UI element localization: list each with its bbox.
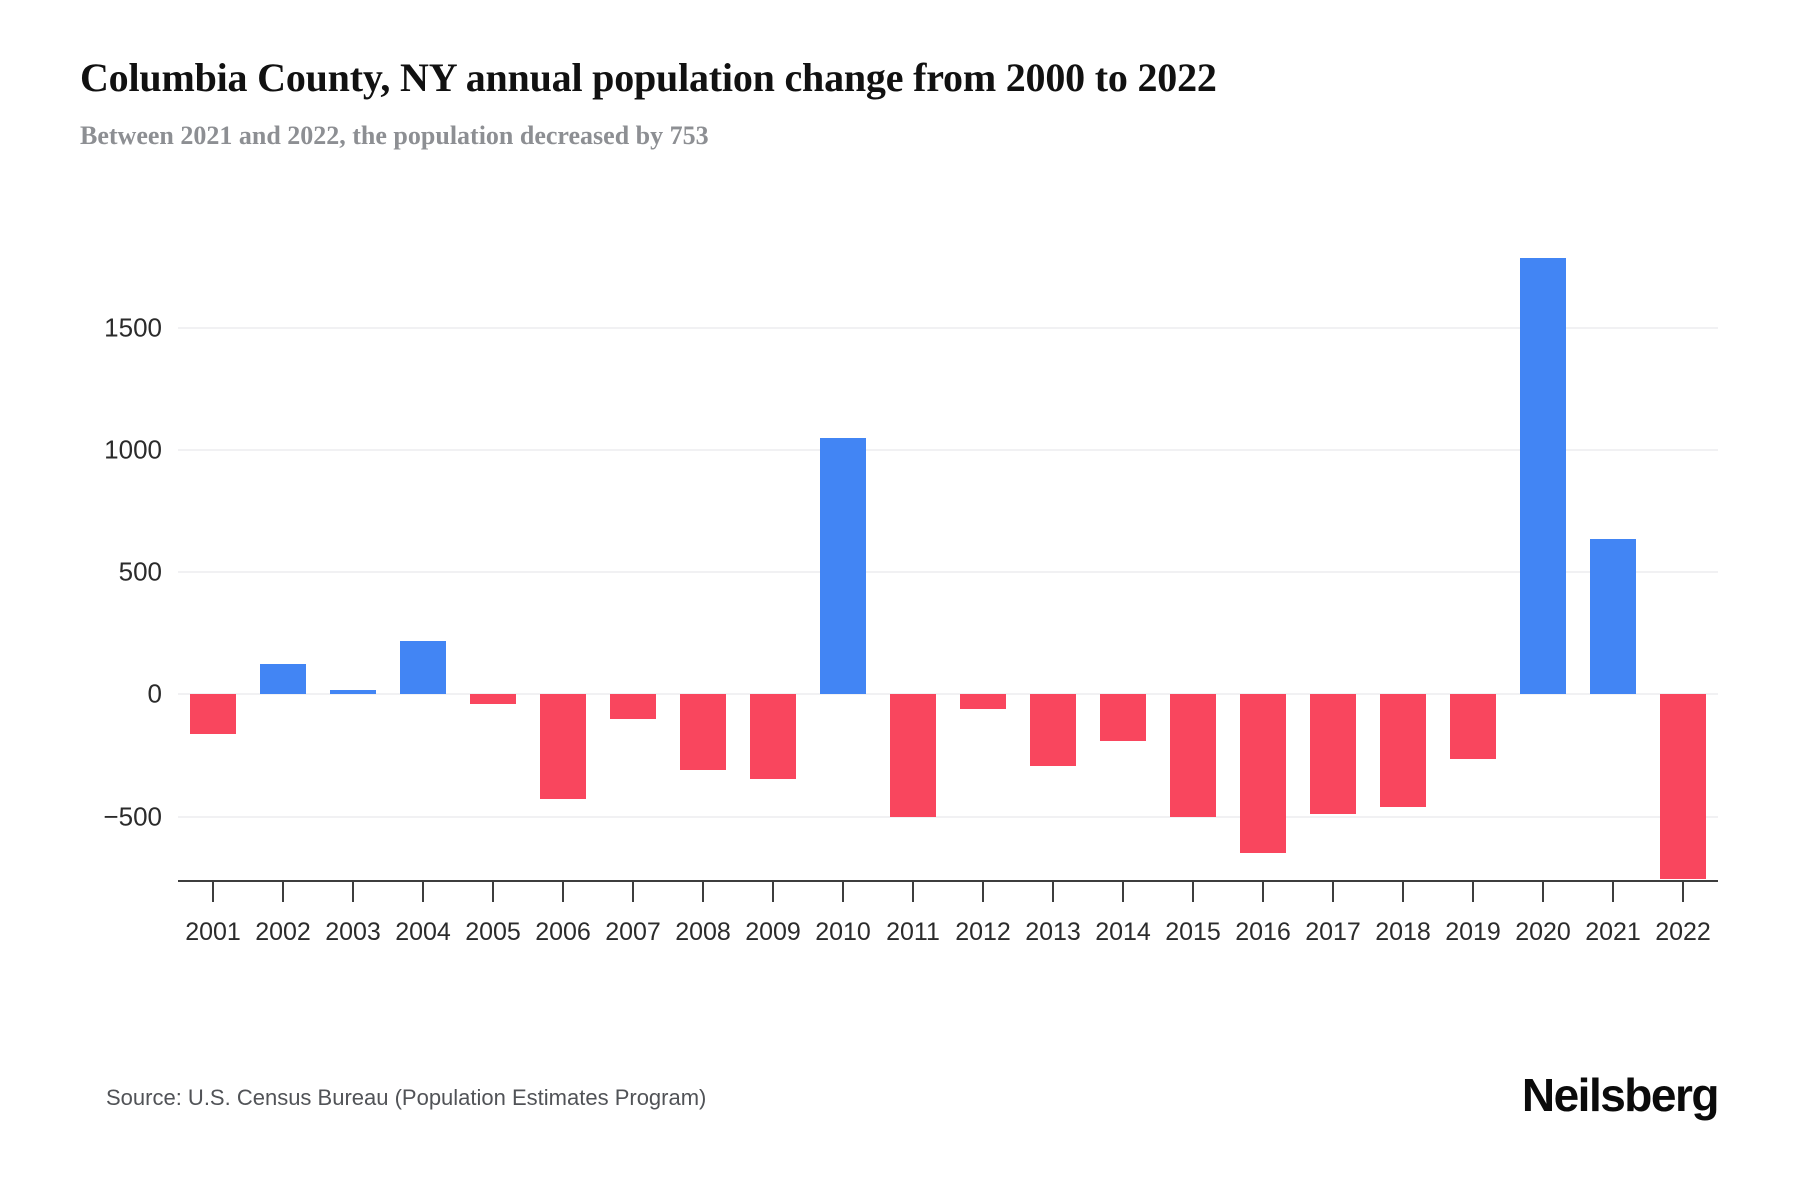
- bar-2016[interactable]: [1240, 694, 1286, 853]
- bar-2009[interactable]: [750, 694, 796, 780]
- source-note: Source: U.S. Census Bureau (Population E…: [106, 1085, 707, 1110]
- x-tick-mark-2008: [702, 882, 704, 902]
- x-tick-mark-2013: [1052, 882, 1054, 902]
- bar-2010[interactable]: [820, 437, 866, 695]
- bar-2013[interactable]: [1030, 694, 1076, 767]
- bar-2004[interactable]: [400, 641, 446, 695]
- gridline-0: [178, 693, 1718, 696]
- x-tick-mark-2004: [422, 882, 424, 902]
- x-tick-label-2018: 2018: [1375, 918, 1431, 946]
- x-tick-mark-2009: [772, 882, 774, 902]
- y-tick-label: 1500: [104, 312, 162, 343]
- bar-2001[interactable]: [190, 694, 236, 735]
- x-tick-label-2013: 2013: [1025, 918, 1081, 946]
- bar-2007[interactable]: [610, 694, 656, 719]
- bar-2020[interactable]: [1520, 258, 1566, 695]
- x-tick-label-2007: 2007: [605, 918, 661, 946]
- x-tick-mark-2022: [1682, 882, 1684, 902]
- x-tick-label-2020: 2020: [1515, 918, 1571, 946]
- x-tick-label-2004: 2004: [395, 918, 451, 946]
- y-tick-label: 1000: [104, 434, 162, 465]
- bar-2018[interactable]: [1380, 694, 1426, 807]
- x-tick-label-2021: 2021: [1585, 918, 1641, 946]
- x-tick-mark-2019: [1472, 882, 1474, 902]
- bar-2021[interactable]: [1590, 538, 1636, 695]
- x-tick-label-2006: 2006: [535, 918, 591, 946]
- x-tick-mark-2006: [562, 882, 564, 902]
- bar-2005[interactable]: [470, 694, 516, 704]
- bar-2011[interactable]: [890, 694, 936, 818]
- x-tick-mark-2017: [1332, 882, 1334, 902]
- x-tick-mark-2016: [1262, 882, 1264, 902]
- x-tick-label-2003: 2003: [325, 918, 381, 946]
- bar-2014[interactable]: [1100, 694, 1146, 741]
- x-tick-mark-2007: [632, 882, 634, 902]
- x-tick-label-2009: 2009: [745, 918, 801, 946]
- x-tick-label-2010: 2010: [815, 918, 871, 946]
- x-tick-mark-2020: [1542, 882, 1544, 902]
- brand-logo: Neilsberg: [1521, 1069, 1720, 1121]
- x-tick-mark-2018: [1402, 882, 1404, 902]
- x-tick-mark-2010: [842, 882, 844, 902]
- bar-2017[interactable]: [1310, 694, 1356, 814]
- x-tick-mark-2003: [352, 882, 354, 902]
- x-tick-label-2019: 2019: [1445, 918, 1501, 946]
- x-tick-label-2002: 2002: [255, 918, 311, 946]
- chart-subtitle: Between 2021 and 2022, the population de…: [80, 121, 709, 150]
- chart-plot-area: 1500 1000 500 0 −500 2001 2002 2003 2004 2005 200…: [103, 230, 1718, 946]
- y-tick-label: 500: [118, 556, 162, 587]
- gridline--500: [178, 815, 1718, 818]
- x-tick-mark-2014: [1122, 882, 1124, 902]
- x-tick-mark-2002: [282, 882, 284, 902]
- gridline-1000: [178, 449, 1718, 451]
- bar-2002[interactable]: [260, 663, 306, 695]
- gridline-500: [178, 571, 1718, 574]
- x-tick-mark-2021: [1612, 882, 1614, 902]
- bar-2012[interactable]: [960, 694, 1006, 710]
- x-tick-label-2016: 2016: [1235, 918, 1291, 946]
- bar-2008[interactable]: [680, 694, 726, 771]
- x-tick-label-2005: 2005: [465, 918, 521, 946]
- x-tick-label-2008: 2008: [675, 918, 731, 946]
- x-tick-label-2001: 2001: [185, 918, 241, 946]
- x-tick-label-2017: 2017: [1305, 918, 1361, 946]
- x-tick-mark-2015: [1192, 882, 1194, 902]
- x-tick-label-2012: 2012: [955, 918, 1011, 946]
- page-title: Columbia County, NY annual population ch…: [80, 55, 1217, 100]
- x-tick-mark-2012: [982, 882, 984, 902]
- x-tick-label-2011: 2011: [886, 918, 940, 946]
- bar-2015[interactable]: [1170, 694, 1216, 817]
- x-axis-line: [178, 880, 1718, 882]
- y-tick-label: −500: [103, 801, 162, 832]
- bar-2006[interactable]: [540, 694, 586, 799]
- bar-2022[interactable]: [1660, 694, 1706, 879]
- y-tick-label: 0: [147, 678, 162, 709]
- gridline-1500: [178, 326, 1718, 329]
- x-tick-label-2022: 2022: [1655, 918, 1711, 946]
- bar-2019[interactable]: [1450, 694, 1496, 759]
- x-tick-label-2014: 2014: [1095, 918, 1151, 946]
- x-tick-label-2015: 2015: [1165, 918, 1221, 946]
- x-tick-mark-2001: [212, 882, 214, 902]
- x-tick-mark-2011: [912, 882, 914, 902]
- x-tick-mark-2005: [492, 882, 494, 902]
- bar-2003[interactable]: [330, 690, 376, 695]
